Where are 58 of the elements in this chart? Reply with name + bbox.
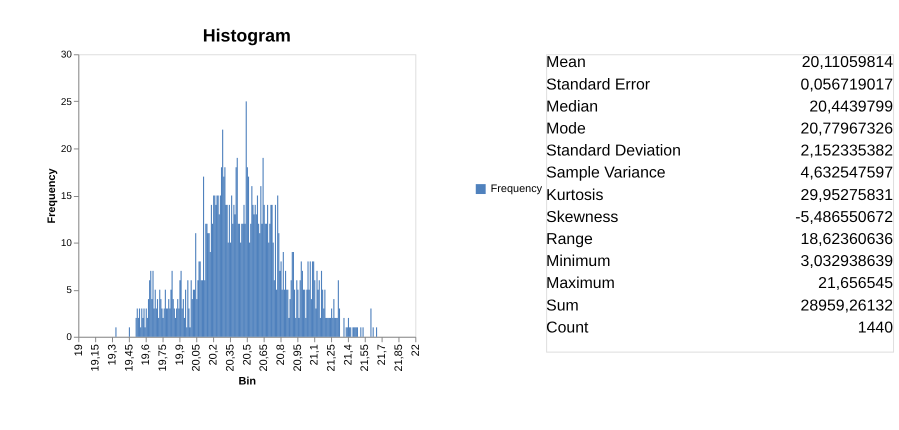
x-tick-label: 19,75 bbox=[157, 344, 170, 372]
y-axis-title: Frequency bbox=[46, 168, 58, 224]
x-tick-label: 20,95 bbox=[292, 344, 304, 372]
x-tick-label: 19,3 bbox=[106, 344, 118, 366]
category-label: Mode bbox=[546, 120, 586, 138]
text: 28959,26132 bbox=[800, 297, 894, 314]
x-tick-label: 19 bbox=[72, 344, 85, 356]
category-label: Skewness bbox=[546, 208, 618, 226]
x-tick-label: 20,5 bbox=[241, 344, 254, 366]
x-tick-label: 19,45 bbox=[123, 344, 136, 372]
y-tick-label: 15 bbox=[60, 190, 72, 202]
x-tick-label: 19,15 bbox=[90, 344, 102, 372]
category-label: Median bbox=[546, 98, 598, 116]
x-tick-label: 21,25 bbox=[326, 344, 338, 372]
x-tick-label: 19,6 bbox=[140, 344, 152, 366]
category-label: Sample Variance bbox=[546, 164, 666, 182]
x-tick-label: 20,8 bbox=[274, 344, 287, 366]
text: -5,486550672 bbox=[795, 208, 894, 226]
text: 2,152335382 bbox=[800, 142, 894, 160]
category-label: Count bbox=[546, 319, 590, 336]
y-tick-label: 10 bbox=[60, 238, 72, 250]
category-label: Mean bbox=[546, 54, 586, 72]
x-tick-label: 22 bbox=[410, 344, 422, 356]
text: 0,056719017 bbox=[800, 76, 894, 94]
x-tick-label: 21,4 bbox=[342, 344, 354, 366]
x-tick-label: 20,05 bbox=[190, 344, 203, 372]
text: 20,77967326 bbox=[800, 120, 894, 138]
x-tick-label: 21,1 bbox=[308, 344, 321, 366]
text: 4,632547597 bbox=[800, 164, 894, 182]
y-tick-label: 5 bbox=[66, 285, 72, 296]
y-tick-label: 30 bbox=[60, 50, 72, 61]
text: 21,656545 bbox=[818, 275, 894, 292]
x-tick-label: 21,55 bbox=[359, 344, 372, 372]
x-tick-label: 21,7 bbox=[376, 344, 388, 366]
x-tick-label: 19,9 bbox=[174, 344, 186, 366]
y-tick-label: 0 bbox=[66, 332, 72, 344]
text: 18,62360636 bbox=[800, 230, 894, 248]
x-tick-label: 20,65 bbox=[258, 344, 270, 372]
category-label: Range bbox=[546, 230, 594, 248]
category-label: Sum bbox=[546, 297, 579, 314]
y-tick-label: 20 bbox=[60, 144, 72, 155]
x-tick-label: 21,85 bbox=[392, 344, 405, 372]
category-label: Standard Deviation bbox=[546, 142, 681, 160]
chart-title: Histogram bbox=[202, 25, 291, 46]
category-label: Standard Error bbox=[546, 76, 651, 94]
text: 3,032938639 bbox=[800, 253, 894, 270]
text: 29,95275831 bbox=[800, 186, 894, 204]
text: 20,11059814 bbox=[802, 54, 894, 72]
category-label: Minimum bbox=[546, 253, 610, 270]
x-tick-label: 20,2 bbox=[208, 344, 220, 366]
text: 1440 bbox=[858, 319, 894, 336]
legend-label: Frequency bbox=[490, 183, 543, 196]
category-label: Maximum bbox=[546, 275, 615, 292]
category-label: Kurtosis bbox=[546, 186, 604, 204]
x-axis-title: Bin bbox=[238, 375, 256, 388]
y-tick-label: 25 bbox=[60, 96, 72, 108]
x-tick-label: 20,35 bbox=[224, 344, 236, 372]
text: 20,4439799 bbox=[809, 98, 894, 116]
